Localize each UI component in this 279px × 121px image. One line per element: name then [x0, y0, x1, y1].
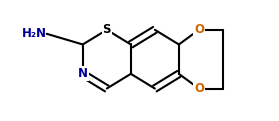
Text: O: O — [194, 82, 204, 95]
Text: H₂N: H₂N — [22, 27, 47, 40]
Text: N: N — [78, 67, 88, 80]
Text: O: O — [194, 23, 204, 36]
Text: S: S — [103, 23, 111, 36]
